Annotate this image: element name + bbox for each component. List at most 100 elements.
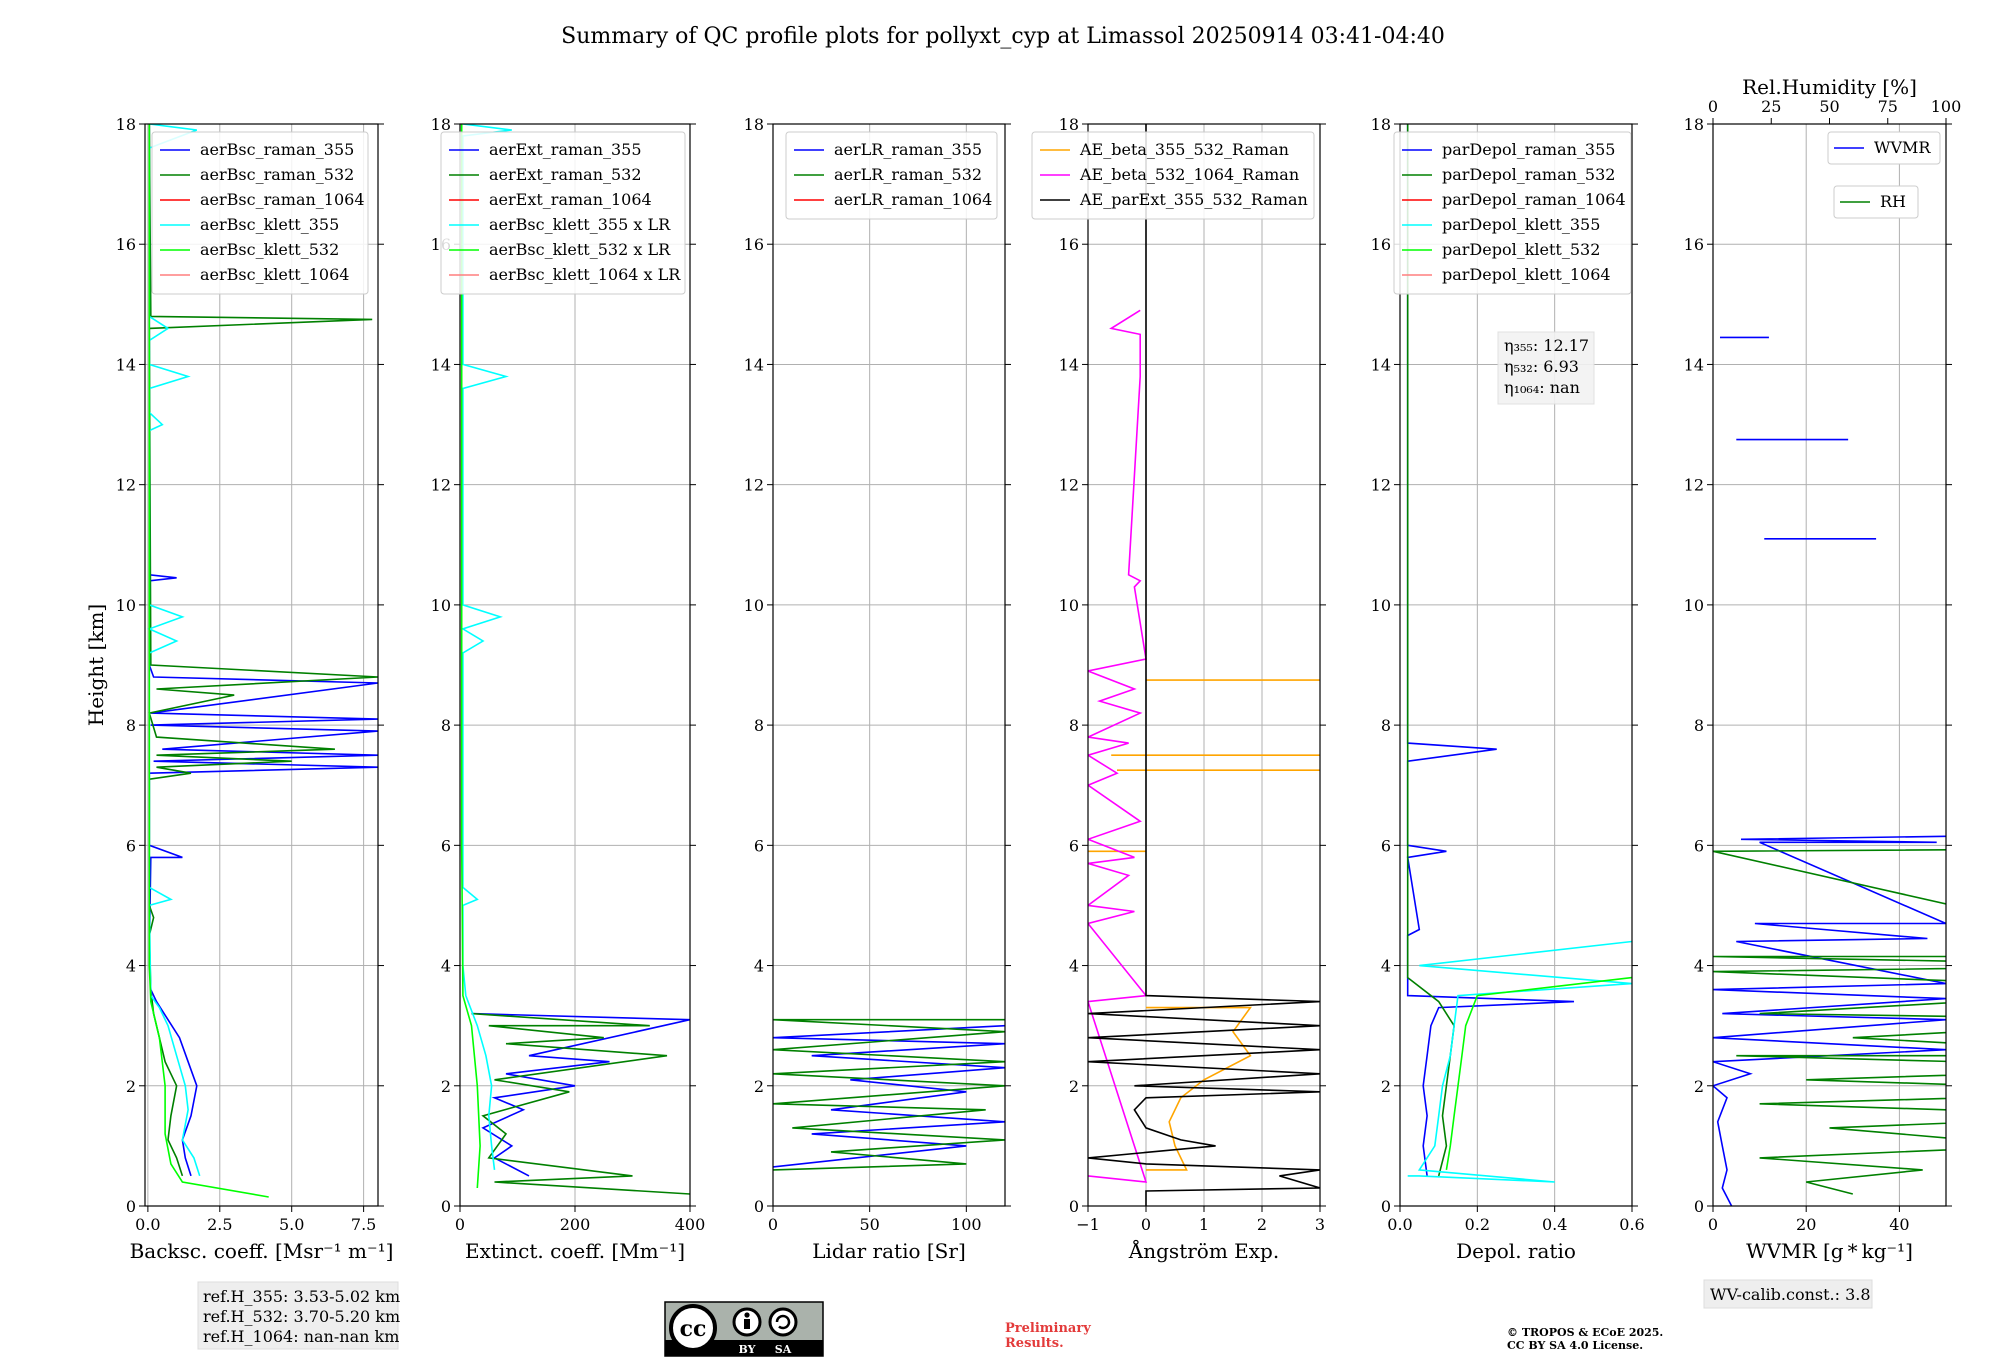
x-tick-label: 100 — [951, 1215, 982, 1234]
legend-entry: parDepol_klett_532 — [1442, 240, 1600, 259]
legend-frame — [151, 131, 369, 295]
x-tick-label: 2 — [1257, 1215, 1267, 1234]
legend-entry: aerBsc_klett_1064 — [200, 265, 349, 284]
x-tick-label: 0.2 — [1465, 1215, 1490, 1234]
y-tick-label: 8 — [1069, 716, 1079, 735]
x-axis-label: Extinct. coeff. [Mm⁻¹] — [465, 1239, 685, 1263]
y-tick-label: 12 — [1371, 476, 1391, 495]
x-axis-label: Depol. ratio — [1456, 1239, 1576, 1263]
series-RH — [1713, 848, 1946, 1195]
x-tick-label: 0.6 — [1619, 1215, 1644, 1234]
y-tick-label: 4 — [1694, 957, 1704, 976]
y-tick-label: 16 — [1059, 235, 1079, 254]
cc-by-sa-badge: cc BY SA — [664, 1301, 824, 1357]
plot-frame — [144, 123, 379, 1207]
top-x-tick-label: 75 — [1878, 97, 1898, 116]
ref-height-box: ref.H_355: 3.53-5.02 km ref.H_532: 3.70-… — [197, 1281, 400, 1350]
eta-532: η₅₃₂: 6.93 — [1504, 357, 1579, 376]
by-icon-head — [744, 1312, 750, 1318]
legend-entry: aerLR_raman_532 — [834, 165, 982, 184]
y-tick-label: 18 — [116, 115, 136, 134]
x-axis-label: WVMR [g * kg⁻¹] — [1746, 1239, 1913, 1263]
x-tick-label: 0.0 — [1387, 1215, 1412, 1234]
y-tick-label: 0 — [1694, 1197, 1704, 1216]
series-group — [1713, 336, 1946, 1206]
series-WVMR — [1713, 835, 1946, 1206]
legend: WVMR — [1827, 131, 1941, 165]
legend-entry: parDepol_raman_1064 — [1442, 190, 1626, 209]
y-tick-label: 10 — [1684, 596, 1704, 615]
y-tick-label: 16 — [744, 235, 764, 254]
series-aerBsc_klett_355 x LR — [460, 124, 512, 1170]
legend-entry: aerBsc_klett_1064 x LR — [489, 265, 681, 284]
legend-entry: aerExt_raman_532 — [489, 165, 642, 184]
eta-1064: η₁₀₆₄: nan — [1504, 378, 1580, 397]
series-group — [147, 124, 378, 1198]
y-tick-label: 10 — [116, 596, 136, 615]
y-tick-label: 16 — [1684, 235, 1704, 254]
sa-icon — [768, 1307, 798, 1337]
series-AE_beta_532_1064_Raman — [1088, 309, 1148, 1183]
y-tick-label: 2 — [1381, 1077, 1391, 1096]
y-tick-label: 8 — [1694, 716, 1704, 735]
y-tick-label: 0 — [441, 1197, 451, 1216]
legend: parDepol_raman_355 parDepol_raman_532 parD… — [1393, 131, 1632, 295]
eta-355: η₃₅₅: 12.17 — [1504, 336, 1589, 355]
legend-entry: RH — [1880, 192, 1906, 211]
x-tick-label: 7.5 — [351, 1215, 376, 1234]
y-tick-label: 6 — [1381, 836, 1391, 855]
y-tick-label: 12 — [1059, 476, 1079, 495]
y-tick-label: 2 — [754, 1077, 764, 1096]
legend: aerLR_raman_355 aerLR_raman_532 aerLR_rama… — [785, 131, 998, 220]
top-x-tick-label: 100 — [1931, 97, 1962, 116]
top-x-axis-label: Rel.Humidity [%] — [1742, 75, 1917, 99]
y-axis-label: Height [km] — [84, 604, 108, 726]
series-group — [460, 124, 690, 1195]
y-tick-label: 6 — [1069, 836, 1079, 855]
x-axis-label: Lidar ratio [Sr] — [812, 1239, 966, 1263]
y-tick-label: 6 — [126, 836, 136, 855]
y-tick-label: 12 — [744, 476, 764, 495]
y-tick-label: 16 — [116, 235, 136, 254]
figure-title: Summary of QC profile plots for pollyxt_… — [561, 24, 1445, 49]
eta-box: η₃₅₅: 12.17 η₅₃₂: 6.93 η₁₀₆₄: nan — [1497, 331, 1595, 405]
series-aerExt_raman_532 — [471, 1012, 690, 1195]
panel-3: 0 50 100 0 2 4 6 8 10 12 14 16 18 Lidar ratio [Sr] aer… — [744, 115, 1011, 1263]
x-axis-label: Ångström Exp. — [1128, 1238, 1279, 1263]
legend-frame — [440, 131, 686, 295]
y-tick-label: 4 — [1069, 957, 1079, 976]
x-tick-label: 0 — [768, 1215, 778, 1234]
ref-h-355: ref.H_355: 3.53-5.02 km — [203, 1287, 400, 1306]
y-tick-label: 4 — [441, 957, 451, 976]
x-tick-label: 3 — [1315, 1215, 1325, 1234]
x-tick-label: 50 — [859, 1215, 879, 1234]
series-aerLR_raman_532 — [773, 1018, 1005, 1171]
y-tick-label: 0 — [754, 1197, 764, 1216]
legend: AE_beta_355_532_Raman AE_beta_532_1064_Ra… — [1031, 131, 1315, 220]
y-tick-label: 14 — [116, 355, 136, 374]
cc-icon — [669, 1304, 717, 1352]
legend-frame — [1827, 131, 1941, 165]
y-tick-label: 18 — [431, 115, 451, 134]
y-tick-label: 18 — [1059, 115, 1079, 134]
y-tick-label: 18 — [1371, 115, 1391, 134]
series-aerLR_raman_355 — [773, 1024, 1005, 1168]
legend-entry: parDepol_raman_355 — [1442, 140, 1615, 159]
legend-entry: aerBsc_klett_532 x LR — [489, 240, 671, 259]
y-tick-label: 10 — [1371, 596, 1391, 615]
legend-entry: aerBsc_klett_532 — [200, 240, 339, 259]
y-tick-label: 14 — [1371, 355, 1391, 374]
wv-calib-box: WV-calib.const.: 3.8 — [1703, 1279, 1873, 1309]
by-icon-body — [744, 1319, 750, 1329]
legend-frame — [1393, 131, 1632, 295]
y-tick-label: 14 — [744, 355, 764, 374]
y-tick-label: 12 — [116, 476, 136, 495]
series-aerBsc_klett_532 x LR — [460, 124, 481, 1189]
y-tick-label: 2 — [1069, 1077, 1079, 1096]
y-tick-label: 16 — [1371, 235, 1391, 254]
ref-h-532: ref.H_532: 3.70-5.20 km — [203, 1307, 400, 1326]
y-tick-label: 4 — [1381, 957, 1391, 976]
legend-entry: WVMR — [1874, 138, 1931, 157]
